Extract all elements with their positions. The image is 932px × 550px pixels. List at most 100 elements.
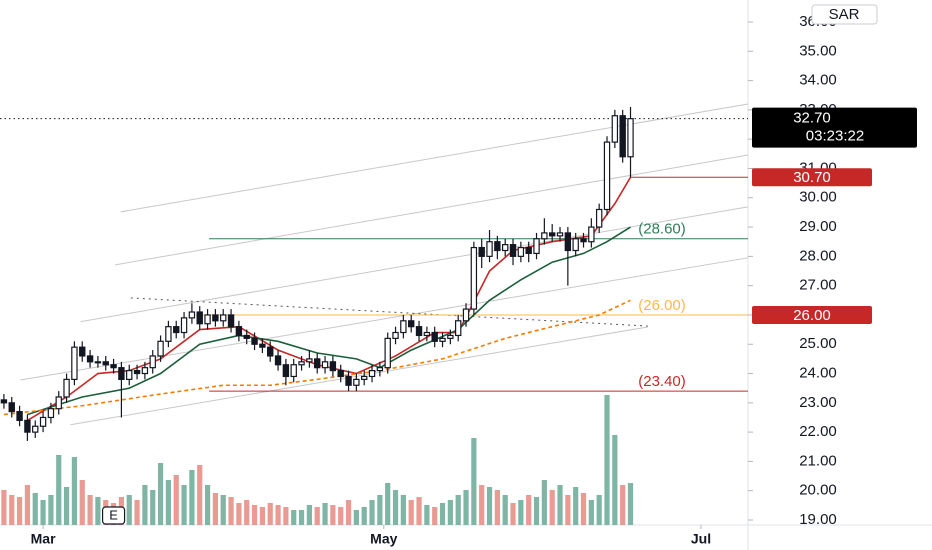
volume-bar [228,497,234,525]
candle-body [439,337,446,342]
candle-body [431,331,438,342]
moving-average [27,226,631,416]
candle-body [118,367,125,380]
volume-bar [588,500,594,525]
volume-bar [557,485,563,525]
volume-bar [189,470,195,525]
currency: SAR [829,6,860,23]
volume-bar [40,500,46,525]
candles [0,106,634,441]
candle-body [478,246,485,257]
volume-bar [142,485,148,525]
trendline [130,297,648,327]
candle-body [204,314,211,325]
candle-body [259,343,266,348]
y-tick-label: 29.00 [799,218,837,235]
y-tick-label: 22.00 [799,423,837,440]
candle-body [548,232,556,237]
event-label: E [109,507,118,522]
volume-bar [604,395,610,525]
candle-body [16,411,23,421]
volume-bar [56,455,62,525]
candle-body [227,314,235,328]
candle-body [102,361,109,366]
volume-bar [48,495,54,525]
candle-body [141,367,149,375]
volume-bar [549,490,555,525]
volume-bar [369,500,375,525]
candle-body [267,346,274,357]
volume-pane [1,395,634,525]
candle-body [79,346,86,357]
volume-bar [573,487,579,525]
candle-body [165,326,172,342]
volume-bar [1,490,7,525]
volume-bar [244,500,250,525]
candle-body [509,244,517,257]
volume-bar [361,507,367,525]
candle-body [408,320,415,328]
volume-bar [314,507,320,525]
y-tick-label: 35.00 [799,42,837,59]
volume-bar [9,495,15,525]
candle-body [595,208,603,228]
volume-bar [338,507,344,525]
volume-bar [291,510,297,525]
volume-bar [267,503,273,525]
volume-bar [16,497,23,525]
volume-bar [126,495,132,525]
candle-body [501,244,509,252]
candle-body [298,361,305,366]
candle-body [180,317,188,334]
candle-body [212,314,219,322]
volume-bar [87,495,93,525]
volume-bar [455,495,461,525]
volume-bar [565,495,571,525]
axes: 19.00 20.00 21.00 22.00 23.00 24.00 25.00 26.00… [31,13,917,547]
y-tick-label: 23.00 [799,394,837,411]
candle-body [564,232,572,252]
candle-body [63,378,70,398]
price-marker-label: 26.00 [793,307,831,324]
candle-body [110,364,117,369]
volume-bar [283,507,289,525]
candle-body [126,370,133,380]
volume-bar [181,485,187,525]
volume-bar [150,490,156,525]
volume-bar [408,500,414,525]
candle-body [541,232,548,240]
trendline [20,257,749,381]
volume-bar [165,480,171,525]
y-tick-label: 30.00 [799,189,837,206]
y-tick-label: 27.00 [799,277,837,294]
volume-bar [134,500,140,525]
currency-box[interactable] [811,4,878,25]
candle-body [572,238,579,252]
volume-bar [236,503,242,525]
volume-bar [298,510,305,525]
candle-body [329,361,337,372]
price-marker-box [752,168,872,187]
candle-body [220,314,227,322]
volume-bar [220,495,226,525]
candle-body [39,416,47,427]
y-tick-label: 25.00 [799,335,837,352]
candle-body [235,326,243,337]
candle-body [588,226,595,243]
candle-body [619,115,626,158]
volume-bar [353,510,359,525]
volume-bar [533,497,540,525]
volume-bar [463,490,469,525]
volume-bar [424,505,430,525]
volume-bar [322,503,328,525]
candle-body [400,320,407,334]
y-tick-label: 21.00 [799,452,837,469]
volume-bar [95,497,101,525]
trendline [80,206,749,323]
candle-body [243,334,250,339]
volume-bar [197,465,203,525]
candle-body [345,375,352,386]
candle-body [525,246,532,255]
candle-body [517,246,525,257]
